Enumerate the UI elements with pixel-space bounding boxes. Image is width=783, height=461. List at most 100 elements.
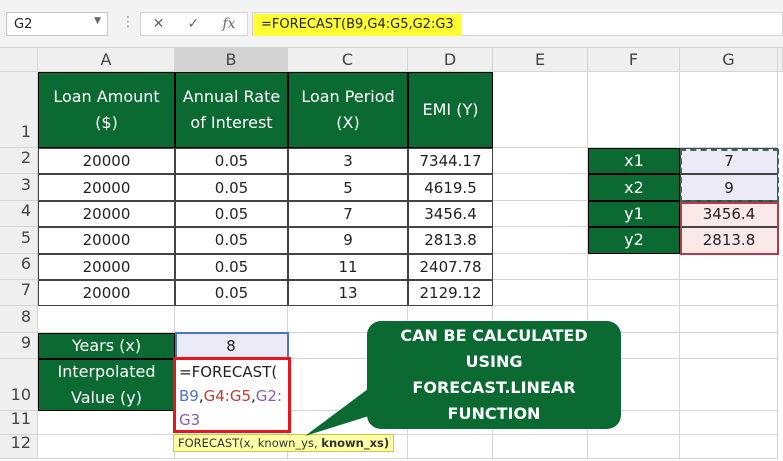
row-header-3[interactable]: 3 [0,174,38,201]
cell-A6[interactable]: 20000 [38,253,175,280]
row-header-8[interactable]: 8 [0,306,38,333]
drag-handle-icon[interactable]: ⋮ [121,14,135,30]
row-header-9[interactable]: 9 [0,332,38,360]
cell-C7[interactable]: 13 [288,280,408,307]
cell-D1[interactable]: EMI (Y) [408,72,493,148]
cell-E2[interactable] [493,148,588,175]
cell-D6[interactable]: 2407.78 [408,253,493,280]
cell-C4[interactable]: 7 [288,200,408,228]
cell-B3[interactable]: 0.05 [175,174,288,201]
column-header-partial[interactable] [778,48,783,72]
cell-F8[interactable] [588,306,680,333]
cell-A12[interactable] [38,435,175,460]
cell-G5[interactable]: 2813.8 [680,227,778,254]
cell-B8[interactable] [175,306,288,333]
cell-D4[interactable]: 3456.4 [408,200,493,228]
cell-G4[interactable]: 3456.4 [680,200,778,228]
cell-F2[interactable]: x1 [588,148,680,175]
cell-E7[interactable] [493,280,588,307]
cell-B1[interactable]: Annual Rate of Interest [175,72,288,148]
column-header-C[interactable]: C [288,48,408,72]
row-header-7[interactable]: 7 [0,280,38,307]
column-header-D[interactable]: D [408,48,493,72]
cell-D2[interactable]: 7344.17 [408,148,493,175]
row-header-5[interactable]: 5 [0,227,38,254]
cell-C5[interactable]: 9 [288,227,408,254]
cell-A5[interactable]: 20000 [38,227,175,254]
cell-C8[interactable] [288,306,408,333]
cell-A2[interactable]: 20000 [38,148,175,175]
column-header-A[interactable]: A [38,48,175,72]
cell-F11[interactable] [588,411,680,436]
formula-bar[interactable]: =FORECAST(B9,G4:G5,G2:G3 [252,12,783,36]
cell-E5[interactable] [493,227,588,254]
cell-E3[interactable] [493,174,588,201]
dropdown-icon[interactable]: ▼ [94,16,101,26]
cell-G9[interactable] [680,332,778,360]
select-all-corner[interactable] [0,48,38,72]
insert-function-icon[interactable]: fx [222,16,236,32]
cell-E4[interactable] [493,200,588,228]
enter-check-icon[interactable]: ✓ [187,16,200,32]
cell-D5[interactable]: 2813.8 [408,227,493,254]
cell-G10[interactable] [680,359,778,412]
cell-D12[interactable] [408,435,493,460]
cell-F6[interactable] [588,253,680,280]
cell-B6[interactable]: 0.05 [175,253,288,280]
cell-B7[interactable]: 0.05 [175,280,288,307]
cell-F4[interactable]: y1 [588,200,680,228]
cell-D3[interactable]: 4619.5 [408,174,493,201]
column-header-E[interactable]: E [493,48,588,72]
cell-F5[interactable]: y2 [588,227,680,254]
row-header-6[interactable]: 6 [0,253,38,280]
cell-G7[interactable] [680,280,778,307]
row-header-2[interactable]: 2 [0,148,38,175]
cell-B5[interactable]: 0.05 [175,227,288,254]
cancel-icon[interactable]: ✕ [152,16,165,32]
cell-A4[interactable]: 20000 [38,200,175,228]
cell-F9[interactable] [588,332,680,360]
cell-A7[interactable]: 20000 [38,280,175,307]
row-header-4[interactable]: 4 [0,200,38,228]
column-header-G[interactable]: G [680,48,778,72]
cell-B2[interactable]: 0.05 [175,148,288,175]
cell-A10[interactable]: Interpolated Value (y) [38,359,175,412]
row-header-12[interactable]: 12 [0,433,38,460]
cell-A11[interactable] [38,411,175,436]
cell-C12[interactable] [288,435,408,460]
cell-B4[interactable]: 0.05 [175,200,288,228]
name-box[interactable]: G2 ▼ [6,12,108,36]
cell-A8[interactable] [38,306,175,333]
cell-E6[interactable] [493,253,588,280]
row-header-1[interactable]: 1 [0,72,38,148]
row-header-11[interactable]: 11 [0,409,38,436]
cell-G11[interactable] [680,411,778,436]
cell-E12[interactable] [493,435,588,460]
cell-C2[interactable]: 3 [288,148,408,175]
column-header-B[interactable]: B [175,48,288,72]
cell-G2[interactable]: 7 [680,148,778,175]
cell-A3[interactable]: 20000 [38,174,175,201]
cell-D7[interactable]: 2129.12 [408,280,493,307]
cell-F10[interactable] [588,359,680,412]
cell-G3[interactable]: 9 [680,174,778,201]
cell-A1[interactable]: Loan Amount ($) [38,72,175,148]
cell-G8[interactable] [680,306,778,333]
cell-E1[interactable] [493,72,588,148]
cell-A9[interactable]: Years (x) [38,332,175,360]
column-header-F[interactable]: F [588,48,680,72]
cell-F7[interactable] [588,280,680,307]
cell-C6[interactable]: 11 [288,253,408,280]
cell-B9[interactable]: 8 [175,332,288,360]
cell-F1[interactable] [588,72,680,148]
cell-F12[interactable] [588,435,680,460]
cell-F3[interactable]: x2 [588,174,680,201]
cell-edit-box[interactable]: =FORECAST( B9,G4:G5,G2: G3 [173,357,291,433]
arg-b9: B9 [179,387,199,405]
cell-G12[interactable] [680,435,778,460]
cell-C1[interactable]: Loan Period (X) [288,72,408,148]
cell-G1[interactable] [680,72,778,148]
cell-G6[interactable] [680,253,778,280]
cell-C3[interactable]: 5 [288,174,408,201]
row-header-10[interactable]: 10 [0,359,38,412]
